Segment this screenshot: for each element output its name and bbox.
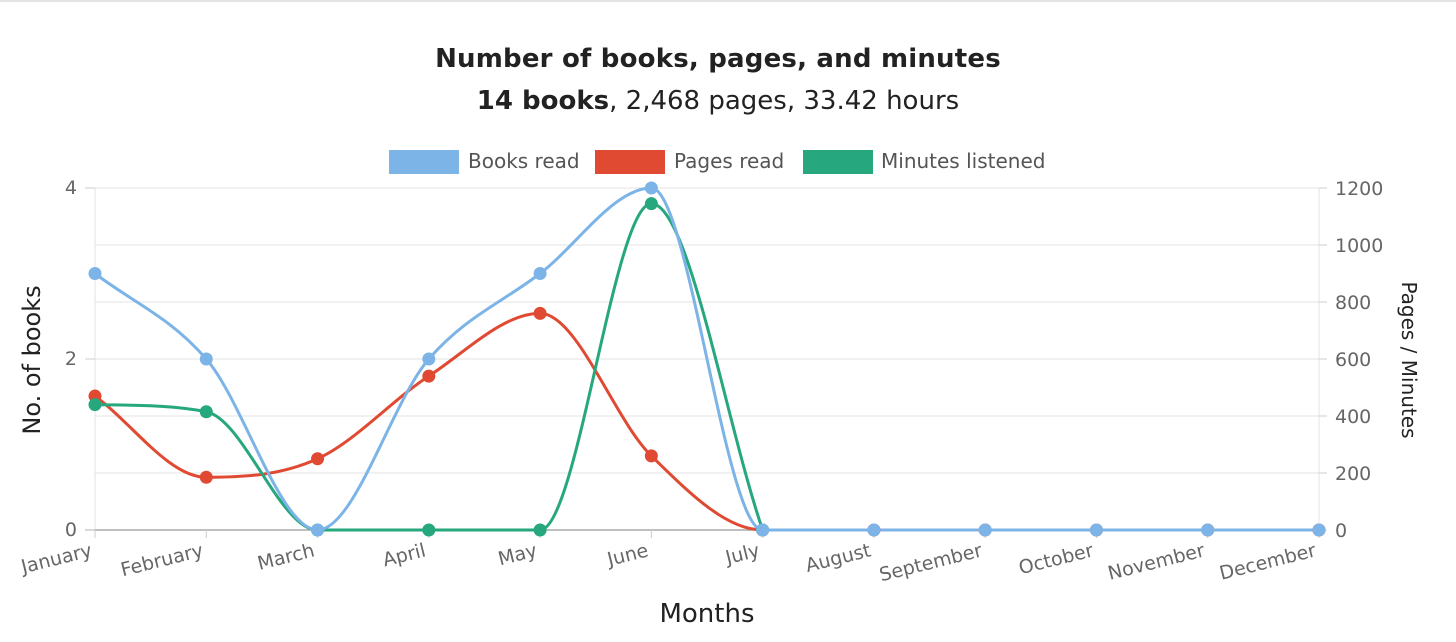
- legend-label-pages-read: Pages read: [674, 149, 784, 173]
- left-tick-label-2: 2: [65, 348, 77, 370]
- point-pages-read-march[interactable]: [311, 452, 325, 466]
- point-books-read-november[interactable]: [1201, 523, 1215, 537]
- x-tick-label-december: December: [1217, 539, 1318, 584]
- x-tick-label-november: November: [1106, 539, 1207, 584]
- legend-label-books-read: Books read: [468, 149, 580, 173]
- chart-title: Number of books, pages, and minutes: [435, 44, 1001, 74]
- subtitle-books-count: 14 books: [476, 86, 610, 116]
- left-tick-label-0: 0: [65, 519, 77, 541]
- data-points: [88, 181, 1326, 537]
- right-tick-label-0: 0: [1335, 520, 1347, 542]
- legend-label-minutes-listened: Minutes listened: [881, 149, 1045, 173]
- legend[interactable]: Books read Pages read Minutes listened: [389, 149, 1045, 174]
- legend-swatch-pages-read: [595, 150, 665, 174]
- point-minutes-listened-february[interactable]: [199, 405, 213, 419]
- right-tick-label-800: 800: [1335, 292, 1371, 314]
- right-tick-label-1200: 1200: [1335, 178, 1383, 200]
- x-tick-label-february: February: [118, 540, 205, 582]
- x-tick-label-august: August: [803, 540, 873, 577]
- point-books-read-april[interactable]: [422, 352, 436, 366]
- legend-swatch-books-read: [389, 150, 459, 174]
- point-pages-read-may[interactable]: [533, 306, 547, 320]
- point-pages-read-june[interactable]: [644, 449, 658, 463]
- left-tick-label-4: 4: [65, 177, 77, 199]
- legend-swatch-minutes-listened: [803, 150, 873, 174]
- x-tick-label-september: September: [877, 539, 984, 586]
- point-books-read-august[interactable]: [867, 523, 881, 537]
- right-tick-label-200: 200: [1335, 463, 1371, 485]
- point-books-read-september[interactable]: [978, 523, 992, 537]
- point-pages-read-april[interactable]: [422, 369, 436, 383]
- y-axis-left-title: No. of books: [18, 285, 46, 434]
- point-books-read-june[interactable]: [644, 181, 658, 195]
- x-tick-label-june: June: [604, 540, 650, 572]
- series-line-books-read: [94, 186, 1319, 532]
- y-axis-right-title: Pages / Minutes: [1397, 281, 1421, 438]
- x-tick-label-may: May: [496, 540, 539, 571]
- x-tick-label-january: January: [18, 540, 94, 579]
- subtitle-pages-hours: , 2,468 pages, 33.42 hours: [609, 86, 960, 116]
- point-minutes-listened-april[interactable]: [422, 523, 436, 537]
- x-tick-label-april: April: [381, 540, 428, 572]
- series-line-minutes-listened: [94, 202, 765, 532]
- point-minutes-listened-may[interactable]: [533, 523, 547, 537]
- point-books-read-february[interactable]: [199, 352, 213, 366]
- right-tick-label-400: 400: [1335, 406, 1371, 428]
- point-pages-read-february[interactable]: [199, 470, 213, 484]
- legend-item-minutes-listened[interactable]: Minutes listened: [803, 149, 1045, 174]
- point-books-read-december[interactable]: [1312, 523, 1326, 537]
- point-books-read-january[interactable]: [88, 267, 102, 280]
- point-books-read-may[interactable]: [533, 267, 547, 280]
- top-divider: [0, 0, 1456, 2]
- chart-subtitle: 14 books, 2,468 pages, 33.42 hours: [0, 86, 1436, 116]
- legend-item-pages-read[interactable]: Pages read: [595, 149, 784, 174]
- x-tick-label-october: October: [1017, 539, 1096, 579]
- point-minutes-listened-january[interactable]: [88, 398, 102, 412]
- point-books-read-march[interactable]: [311, 523, 325, 537]
- x-axis-title: Months: [659, 599, 754, 629]
- x-tick-label-march: March: [255, 540, 317, 575]
- point-minutes-listened-june[interactable]: [644, 197, 658, 211]
- right-tick-label-1000: 1000: [1335, 235, 1383, 257]
- point-books-read-july[interactable]: [756, 523, 770, 537]
- x-tick-label-july: July: [722, 540, 761, 570]
- point-books-read-october[interactable]: [1089, 523, 1103, 537]
- right-tick-label-600: 600: [1335, 349, 1371, 371]
- legend-item-books-read[interactable]: Books read: [389, 149, 580, 174]
